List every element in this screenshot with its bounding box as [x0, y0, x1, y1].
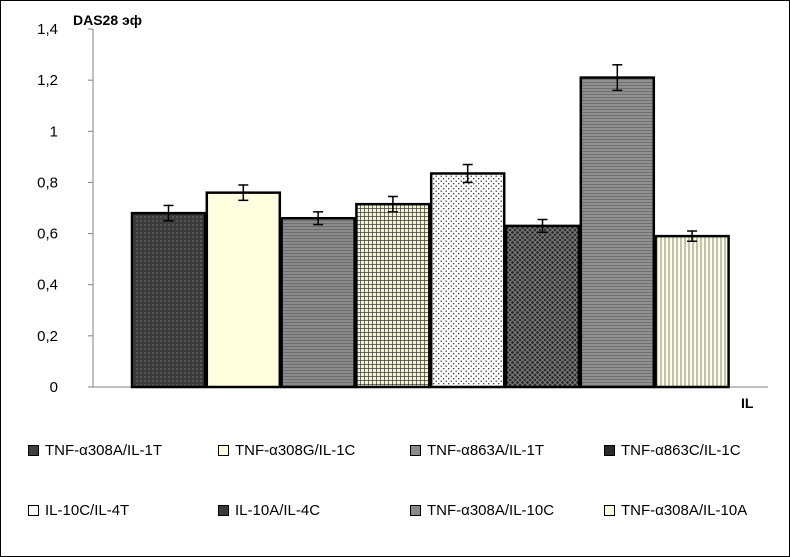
error-bar-4: [387, 195, 398, 213]
legend-label: TNF-α863A/IL-1T: [427, 441, 545, 459]
y-tick-label: 1,4: [37, 21, 58, 38]
error-bar-8: [687, 230, 698, 242]
legend-item: IL-10A/IL-4C: [218, 500, 320, 520]
legend-swatch: [218, 444, 229, 456]
legend-item: TNF-α308G/IL-1C: [218, 440, 355, 460]
bar-1: [130, 211, 207, 389]
bar-chart: 0 0,2 0,4 0,6 0,8 1 1,2 1,4 DAS28 эф IL: [37, 12, 768, 411]
legend-swatch: [28, 444, 39, 456]
legend-item: IL-10C/IL-4T: [28, 500, 129, 520]
legend-item: TNF-α863A/IL-1T: [410, 440, 544, 460]
y-tick-label: 0,2: [37, 328, 58, 345]
legend-label: IL-10C/IL-4T: [45, 501, 130, 519]
y-tick-label: 0: [50, 379, 58, 396]
bar-6: [504, 224, 581, 389]
legend-swatch: [604, 444, 615, 456]
legend-swatch: [410, 444, 421, 456]
bar-2: [205, 191, 282, 389]
legend-item: TNF-α308A/IL-10A: [604, 500, 747, 520]
legend-label: TNF-α863C/IL-1C: [621, 441, 741, 459]
legend-swatch: [218, 504, 229, 516]
legend-swatch: [28, 504, 39, 516]
error-bar-6: [537, 218, 548, 234]
bar-4: [355, 202, 431, 389]
x-axis-label: IL: [741, 395, 754, 411]
y-tick-label: 0,6: [37, 226, 58, 243]
y-tick-label: 0,8: [37, 174, 58, 191]
legend-label: TNF-α308A/IL-10C: [427, 501, 555, 519]
y-axis-label: DAS28 эф: [73, 12, 142, 28]
legend: TNF-α308A/IL-1T TNF-α308G/IL-1C TNF-α863A/…: [0, 430, 788, 550]
legend-item: TNF-α863C/IL-1C: [604, 440, 741, 460]
y-tick-label: 1,2: [37, 72, 58, 89]
legend-swatch: [604, 504, 615, 516]
bar-7: [579, 76, 656, 389]
error-bar-3: [313, 211, 324, 226]
y-tick-label: 1: [50, 123, 58, 140]
bar-8: [654, 234, 730, 389]
legend-item: TNF-α308A/IL-10C: [410, 500, 554, 520]
bars: [130, 64, 730, 389]
legend-swatch: [410, 504, 421, 516]
error-bar-2: [238, 184, 249, 202]
legend-label: TNF-α308A/IL-10A: [621, 501, 748, 519]
legend-label: IL-10A/IL-4C: [235, 501, 321, 519]
y-tick-label: 0,4: [37, 277, 58, 294]
legend-label: TNF-α308G/IL-1C: [235, 441, 356, 459]
legend-label: TNF-α308A/IL-1T: [45, 441, 163, 459]
error-bar-1: [163, 204, 174, 222]
legend-item: TNF-α308A/IL-1T: [28, 440, 162, 460]
error-bar-5: [462, 163, 473, 184]
bar-5: [429, 172, 506, 389]
bar-3: [280, 216, 356, 389]
error-bar-7: [612, 64, 623, 92]
